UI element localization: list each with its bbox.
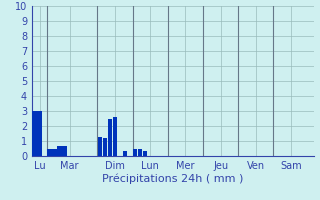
Bar — [37, 111, 42, 156]
Bar — [133, 148, 137, 156]
Bar — [52, 148, 57, 156]
Bar — [57, 146, 62, 156]
Bar — [47, 148, 52, 156]
Bar — [32, 111, 37, 156]
X-axis label: Précipitations 24h ( mm ): Précipitations 24h ( mm ) — [102, 174, 244, 184]
Bar — [103, 138, 107, 156]
Bar — [138, 148, 142, 156]
Bar — [62, 146, 67, 156]
Bar — [143, 151, 148, 156]
Bar — [113, 117, 117, 156]
Bar — [123, 151, 127, 156]
Bar — [108, 118, 112, 156]
Bar — [98, 137, 102, 156]
